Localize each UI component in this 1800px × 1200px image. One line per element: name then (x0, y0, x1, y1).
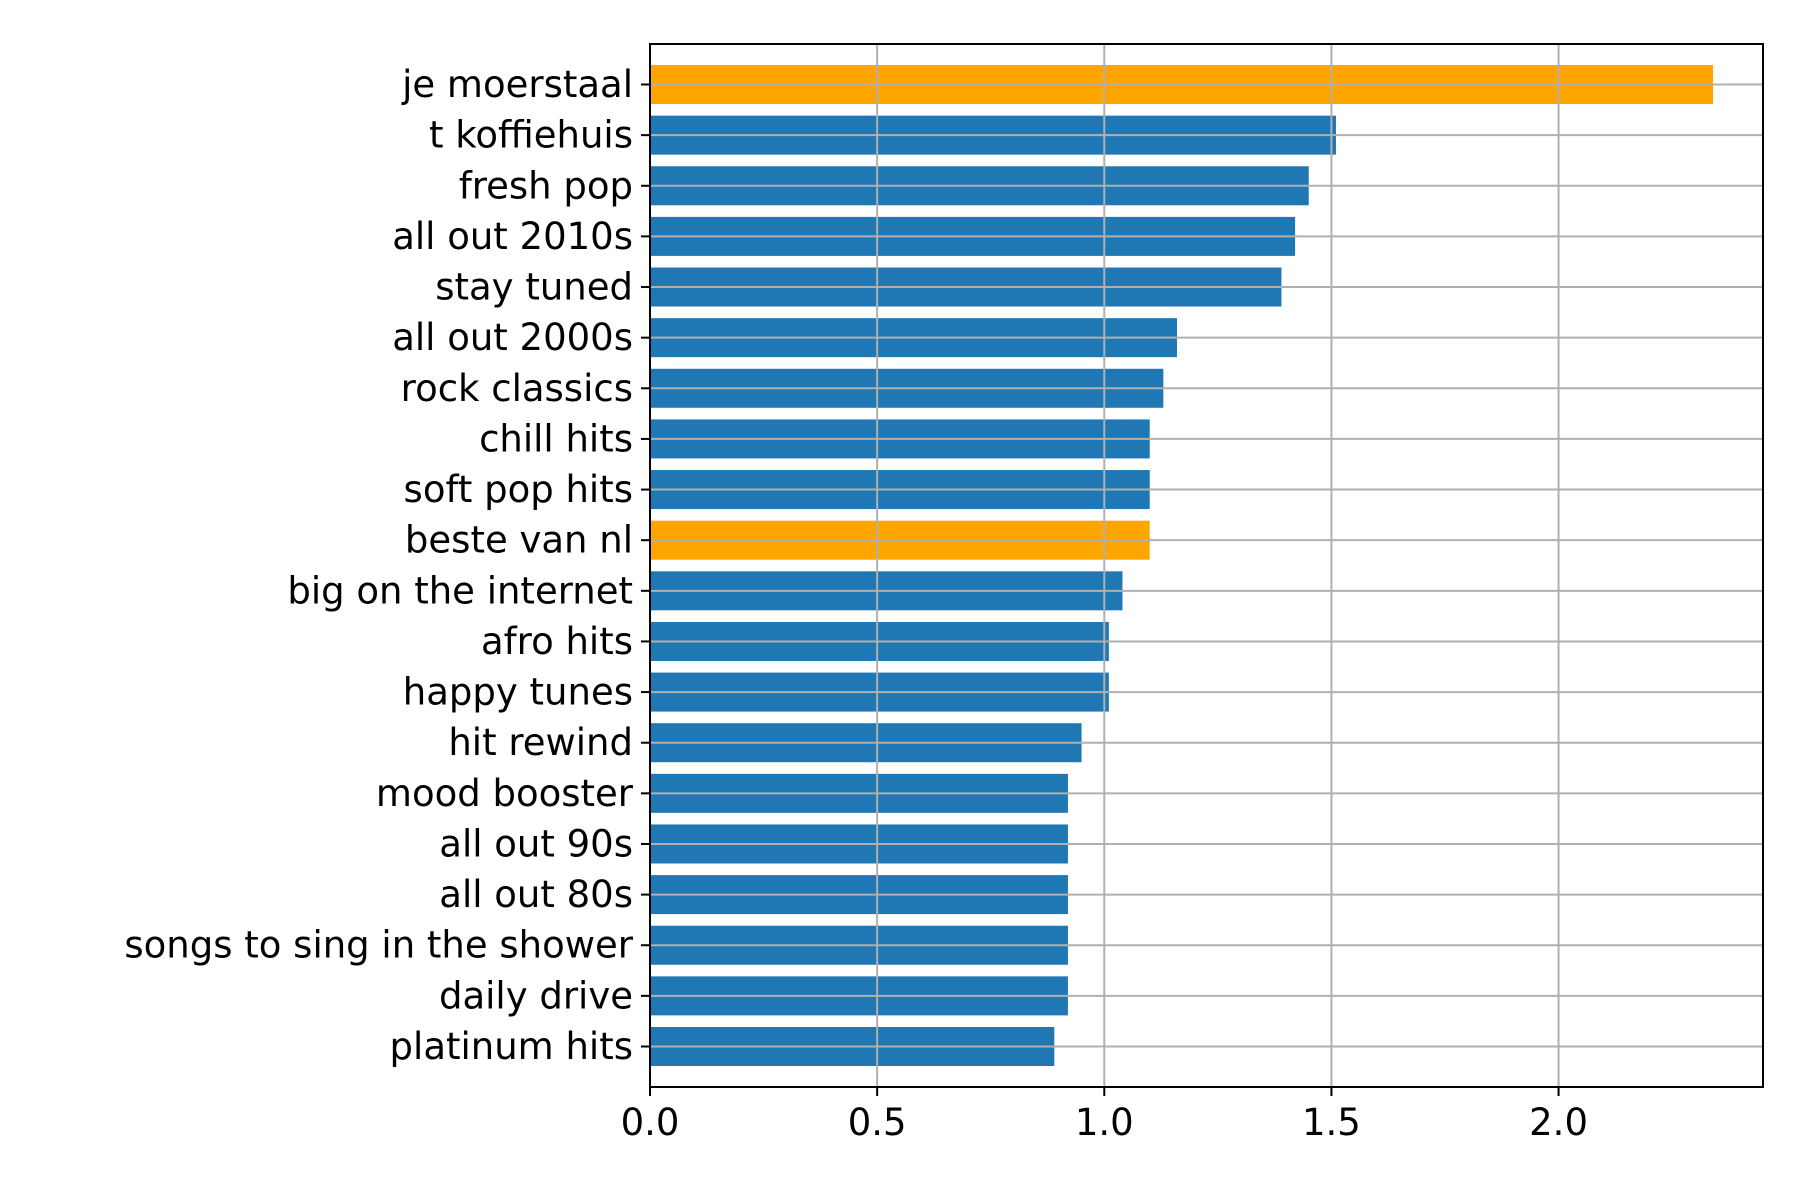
x-tick-label: 2.0 (1529, 1101, 1588, 1144)
y-tick-label: hit rewind (448, 721, 633, 764)
y-tick-label: fresh pop (459, 164, 633, 207)
y-tick-label: mood booster (376, 772, 634, 815)
y-tick-label: stay tuned (435, 266, 633, 309)
y-tick-label: all out 90s (439, 822, 633, 865)
y-tick-label: chill hits (479, 417, 633, 460)
plot-area-frame (649, 43, 1764, 1088)
x-tick-label: 1.5 (1302, 1101, 1361, 1144)
y-tick-label: rock classics (401, 367, 633, 410)
y-tick-label: daily drive (439, 974, 633, 1017)
x-tick-label: 1.0 (1075, 1101, 1134, 1144)
y-tick-label: je moerstaal (401, 63, 633, 106)
y-tick-label: beste van nl (405, 519, 633, 562)
x-axis: 0.0 0.5 1.0 1.5 2.0 (621, 1087, 1588, 1144)
bars-layer (650, 65, 1714, 1066)
y-tick-label: afro hits (481, 620, 633, 663)
y-tick-label: songs to sing in the shower (124, 924, 633, 967)
y-tick-label: happy tunes (403, 671, 633, 714)
y-tick-label: big on the internet (287, 569, 633, 612)
y-tick-label: soft pop hits (404, 468, 633, 511)
y-tick-label: all out 2010s (392, 215, 633, 258)
y-axis: je moerstaal t koffiehuis fresh pop all out… (124, 63, 650, 1068)
y-tick-label: platinum hits (390, 1025, 633, 1068)
x-tick-label: 0.0 (621, 1101, 680, 1144)
y-tick-label: t koffiehuis (429, 114, 633, 157)
y-tick-label: all out 80s (439, 873, 633, 916)
x-tick-label: 0.5 (848, 1101, 907, 1144)
y-tick-label: all out 2000s (392, 316, 633, 359)
